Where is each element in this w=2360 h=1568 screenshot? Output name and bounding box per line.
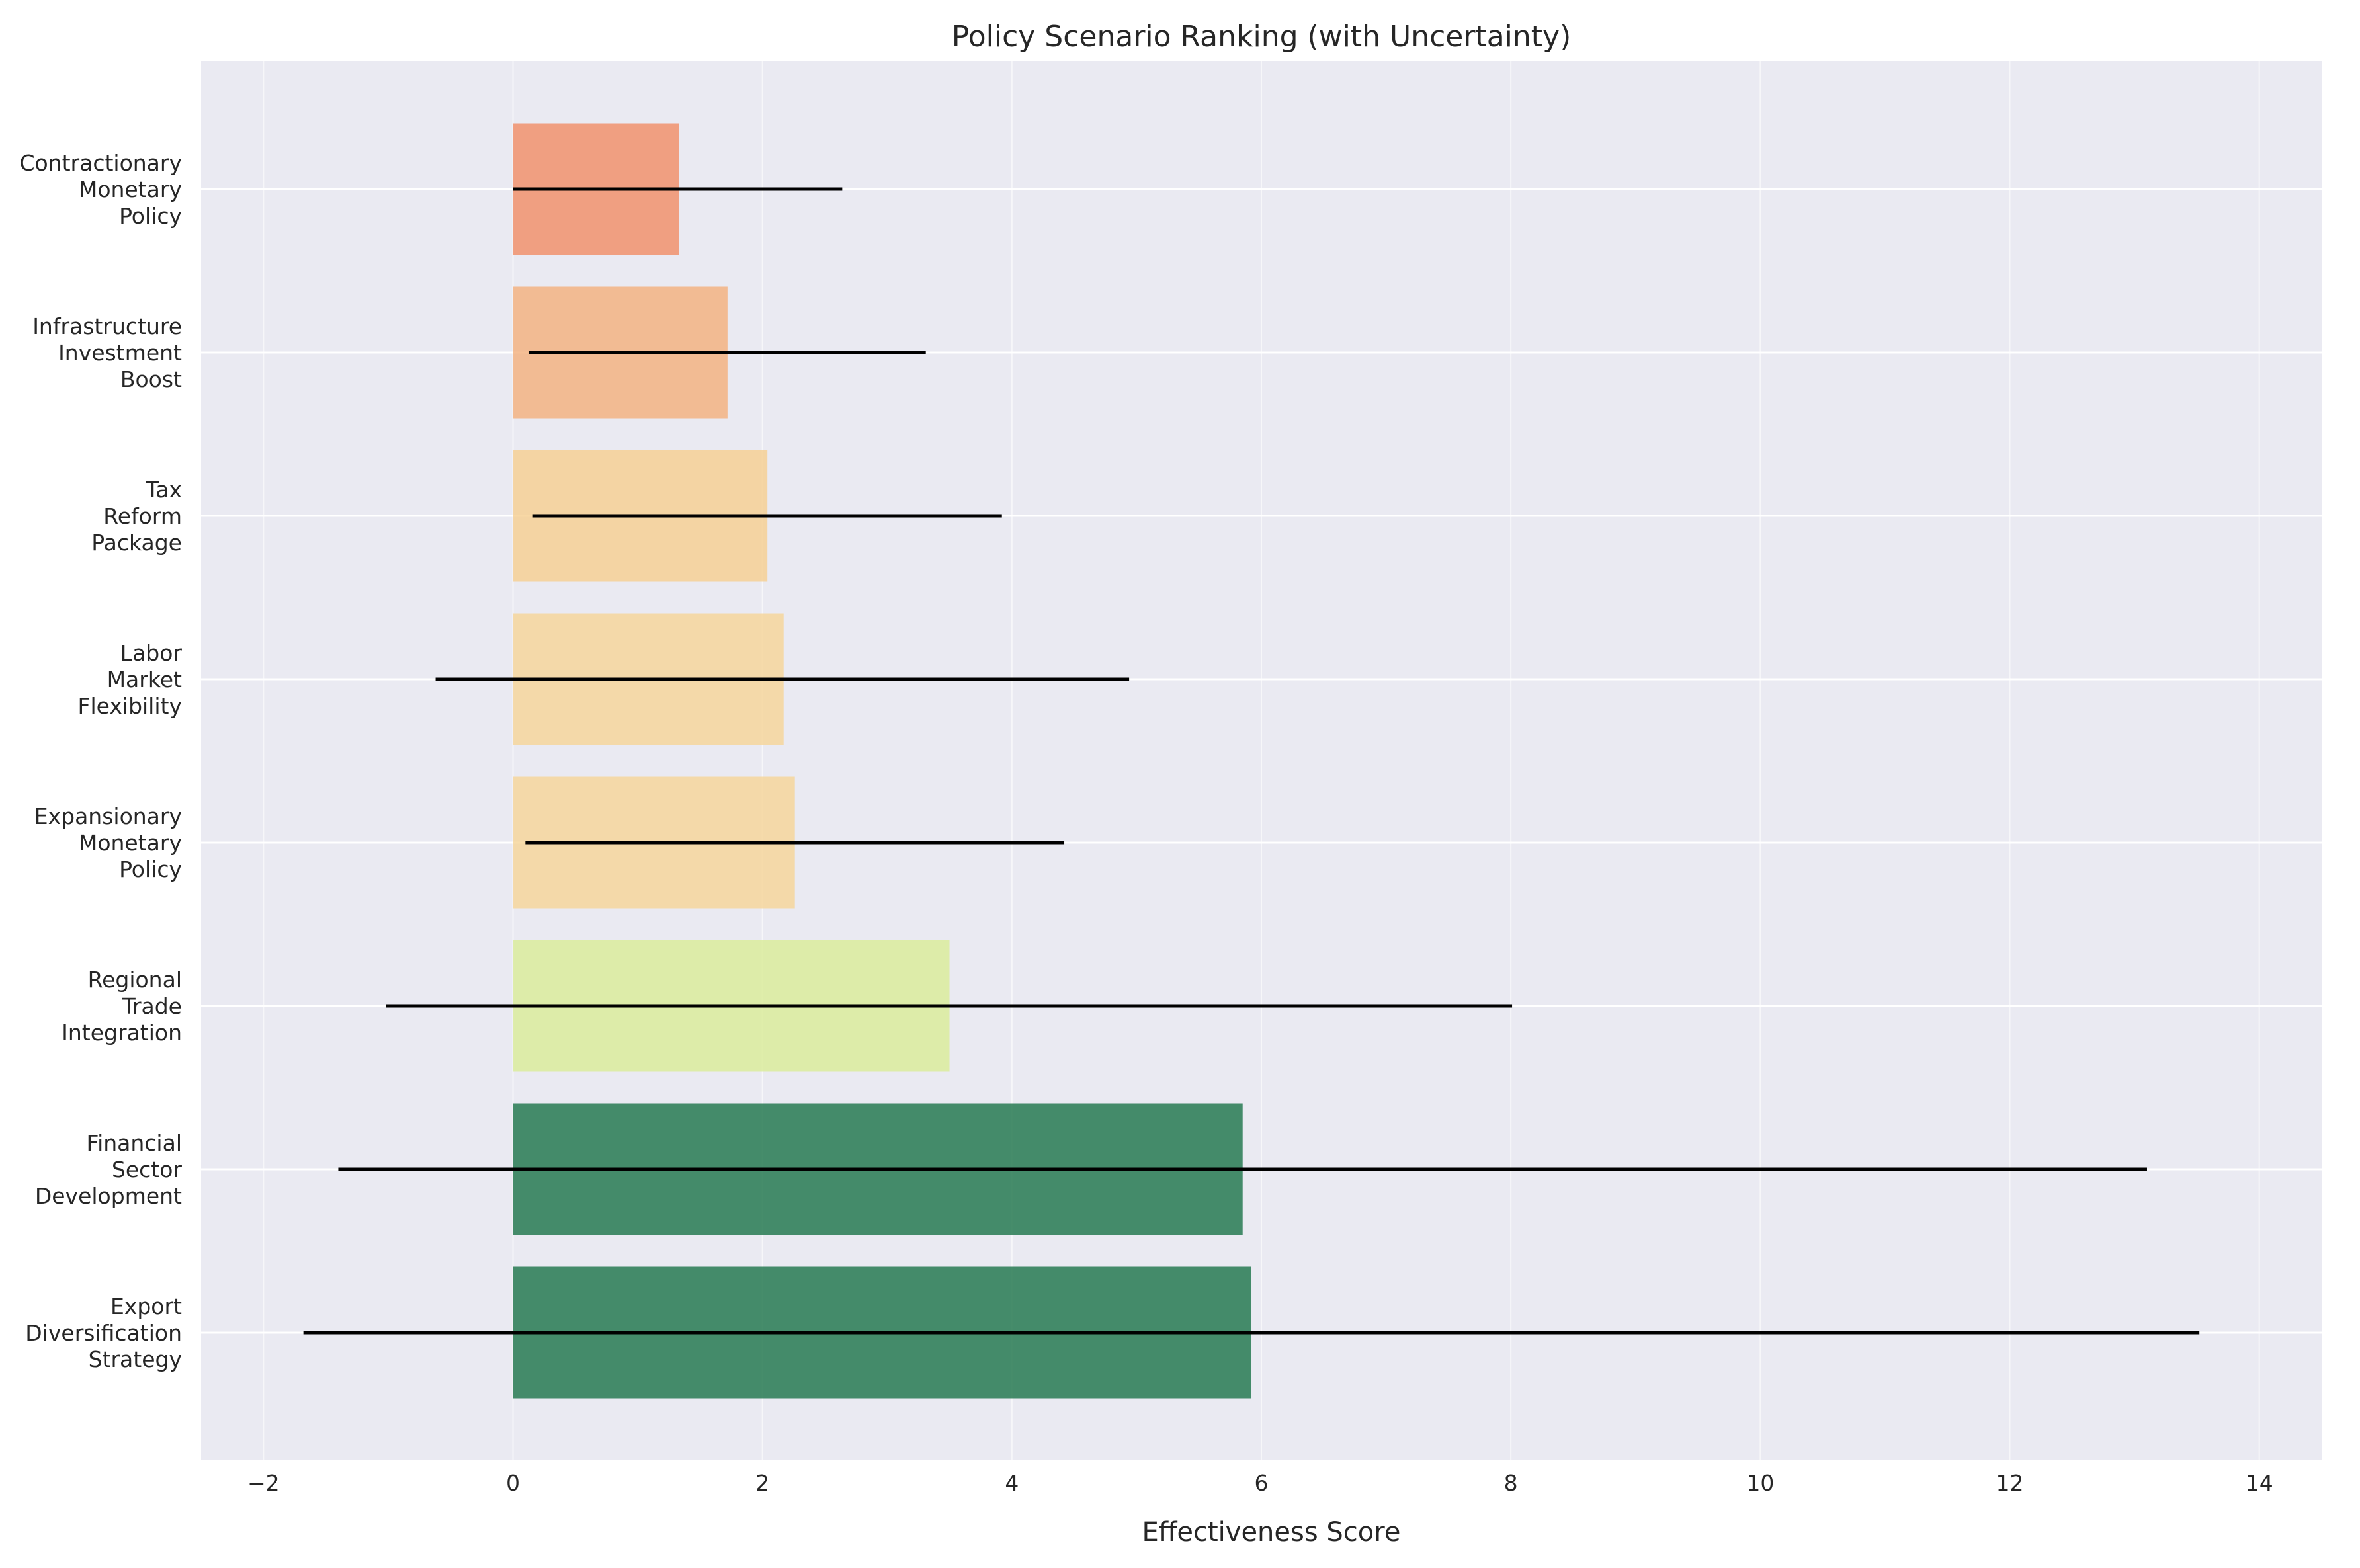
y-tick-label: Infrastructure Investment Boost bbox=[32, 313, 182, 392]
x-tick-labels: −2 0 2 4 6 8 10 12 14 bbox=[247, 1470, 2273, 1496]
x-tick-label: −2 bbox=[247, 1470, 280, 1496]
x-tick-label: 6 bbox=[1255, 1470, 1269, 1496]
y-tick-label: Regional Trade Integration bbox=[62, 967, 182, 1046]
x-tick-label: 12 bbox=[1996, 1470, 2024, 1496]
x-tick-label: 4 bbox=[1005, 1470, 1019, 1496]
y-tick-label: Export Diversification Strategy bbox=[25, 1294, 182, 1372]
x-axis-label: Effectiveness Score bbox=[1142, 1517, 1401, 1547]
y-tick-label: Financial Sector Development bbox=[35, 1130, 183, 1209]
error-bars-group bbox=[303, 187, 2200, 1335]
y-tick-label: Expansionary Monetary Policy bbox=[34, 804, 182, 882]
x-tick-label: 2 bbox=[755, 1470, 769, 1496]
chart-title: Policy Scenario Ranking (with Uncertaint… bbox=[952, 20, 1572, 54]
y-tick-label: Contractionary Monetary Policy bbox=[19, 150, 182, 229]
y-tick-label: Tax Reform Package bbox=[91, 477, 182, 556]
y-tick-label: Labor Market Flexibility bbox=[78, 640, 183, 719]
x-tick-label: 8 bbox=[1504, 1470, 1518, 1496]
x-tick-label: 14 bbox=[2246, 1470, 2273, 1496]
y-tick-labels: Export Diversification Strategy Financial Se… bbox=[19, 150, 182, 1372]
x-tick-label: 0 bbox=[506, 1470, 520, 1496]
x-tick-label: 10 bbox=[1746, 1470, 1774, 1496]
